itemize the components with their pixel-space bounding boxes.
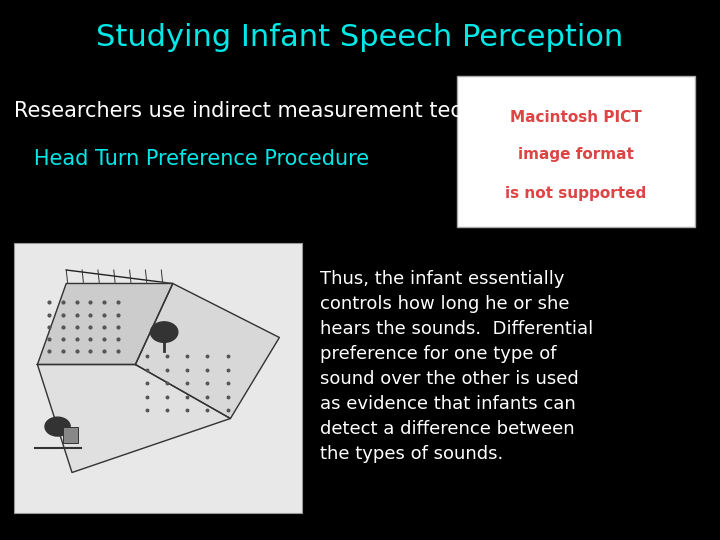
Polygon shape xyxy=(37,284,173,364)
Circle shape xyxy=(45,417,71,436)
Text: Studying Infant Speech Perception: Studying Infant Speech Perception xyxy=(96,23,624,52)
Bar xyxy=(63,427,78,443)
Bar xyxy=(14,243,302,513)
Polygon shape xyxy=(135,284,279,418)
FancyBboxPatch shape xyxy=(457,76,695,227)
Text: Researchers use indirect measurement techniques.: Researchers use indirect measurement tec… xyxy=(14,100,551,121)
Text: is not supported: is not supported xyxy=(505,186,647,201)
Text: Thus, the infant essentially
controls how long he or she
hears the sounds.  Diff: Thus, the infant essentially controls ho… xyxy=(320,270,594,463)
Circle shape xyxy=(150,322,178,342)
Polygon shape xyxy=(37,364,230,472)
Text: Head Turn Preference Procedure: Head Turn Preference Procedure xyxy=(14,149,369,170)
Text: Macintosh PICT: Macintosh PICT xyxy=(510,111,642,125)
Text: image format: image format xyxy=(518,147,634,161)
